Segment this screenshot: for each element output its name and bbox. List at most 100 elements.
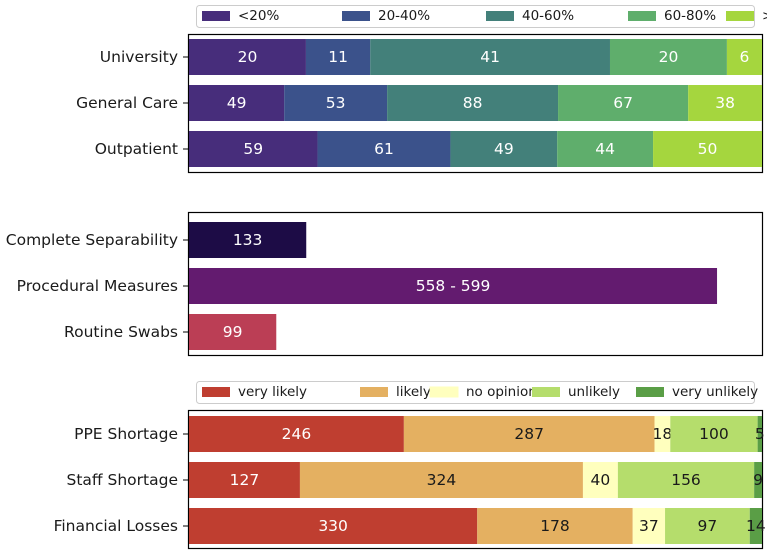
bar-university-lt-20pct [189, 39, 306, 75]
bar-ppe-shortage-very-unlikely [757, 416, 762, 452]
data-label-general-care-gt-80pct: 38 [715, 94, 735, 112]
legend-swatch-no-opinion [429, 386, 459, 398]
category-label-ppe-shortage: PPE Shortage [74, 425, 178, 443]
bar-outpatient-20-40pct [317, 131, 451, 167]
data-label-financial-losses-very-likely: 330 [318, 517, 348, 535]
bar-general-care-lt-20pct [189, 85, 285, 121]
bar-outpatient-gt-80pct [653, 131, 762, 167]
legend-swatch-unlikely [532, 387, 560, 397]
bar-procedural-measures [189, 268, 718, 304]
bar-general-care-20-40pct [284, 85, 388, 121]
legend-label-40-60pct: 40-60% [522, 8, 574, 24]
bar-general-care-40-60pct [387, 85, 559, 121]
legend-label-very-likely: very likely [238, 384, 307, 400]
data-label-staff-shortage-likely: 324 [427, 471, 457, 489]
bar-university-20-40pct [305, 39, 371, 75]
category-label-general-care: General Care [76, 94, 178, 112]
data-label-ppe-shortage-unlikely: 100 [699, 425, 729, 443]
data-label-complete-separability: 133 [233, 231, 263, 249]
chart-panel-3: PPE Shortage Staff Shortage Financial Loss… [54, 381, 766, 550]
legend-swatch-very-unlikely [636, 387, 664, 397]
data-label-staff-shortage-very-unlikely: 9 [753, 471, 763, 489]
category-label-staff-shortage: Staff Shortage [67, 471, 179, 489]
legend-swatch-20-40pct [342, 11, 370, 21]
bar-financial-losses-no-opinion [632, 508, 666, 544]
data-label-university-gt-80pct: 6 [740, 48, 750, 66]
legend-swatch-lt-20pct [202, 11, 230, 21]
data-label-ppe-shortage-no-opinion: 18 [653, 425, 673, 443]
data-label-ppe-shortage-very-unlikely: 5 [755, 425, 765, 443]
legend-label-gt-80pct: >80% [762, 8, 767, 24]
bar-university-60-80pct [609, 39, 727, 75]
bar-general-care-gt-80pct [688, 85, 762, 121]
legend-label-60-80pct: 60-80% [664, 8, 716, 24]
legend-swatch-gt-80pct [726, 11, 754, 21]
legend: <20% 20-40% 40-60% 60-80% >80% [196, 5, 767, 28]
legend-frame [196, 5, 755, 28]
data-label-staff-shortage-very-likely: 127 [230, 471, 260, 489]
data-label-outpatient-lt-20pct: 59 [243, 140, 263, 158]
legend-label-very-unlikely: very unlikely [672, 384, 758, 400]
legend-frame [196, 381, 755, 404]
data-label-university-20-40pct: 11 [328, 48, 348, 66]
bar-staff-shortage-likely [299, 462, 583, 498]
bar-outpatient-60-80pct [557, 131, 654, 167]
data-label-financial-losses-unlikely: 97 [698, 517, 718, 535]
bar-outpatient-lt-20pct [189, 131, 318, 167]
plot-frame [187, 211, 764, 357]
data-label-university-60-80pct: 20 [659, 48, 679, 66]
legend: very likely likely no opinion unlikely very … [196, 381, 758, 404]
data-label-staff-shortage-unlikely: 156 [671, 471, 701, 489]
bar-university-gt-80pct [726, 39, 762, 75]
category-label-routine-swabs: Routine Swabs [64, 323, 178, 341]
legend-label-lt-20pct: <20% [238, 8, 279, 24]
data-label-university-40-60pct: 41 [480, 48, 500, 66]
plot-frame [187, 33, 764, 174]
data-label-financial-losses-very-unlikely: 14 [746, 517, 766, 535]
bar-routine-swabs [189, 314, 277, 350]
legend-label-20-40pct: 20-40% [378, 8, 430, 24]
bar-staff-shortage-very-likely [189, 462, 300, 498]
data-label-outpatient-20-40pct: 61 [374, 140, 394, 158]
data-label-staff-shortage-no-opinion: 40 [591, 471, 611, 489]
data-label-routine-swabs: 99 [223, 323, 243, 341]
data-label-outpatient-60-80pct: 44 [595, 140, 615, 158]
bar-staff-shortage-no-opinion [582, 462, 618, 498]
bar-general-care-60-80pct [558, 85, 689, 121]
data-label-general-care-lt-20pct: 49 [227, 94, 247, 112]
bar-staff-shortage-very-unlikely [754, 462, 762, 498]
legend-swatch-40-60pct [486, 11, 514, 21]
data-label-general-care-20-40pct: 53 [326, 94, 346, 112]
bar-staff-shortage-unlikely [617, 462, 755, 498]
data-label-general-care-40-60pct: 88 [463, 94, 483, 112]
legend-label-no-opinion: no opinion [466, 384, 537, 400]
category-label-outpatient: Outpatient [95, 140, 178, 158]
data-label-outpatient-40-60pct: 49 [494, 140, 514, 158]
bar-ppe-shortage-unlikely [670, 416, 758, 452]
data-label-ppe-shortage-very-likely: 246 [282, 425, 312, 443]
chart-panel-2: Complete Separability Procedural Measures… [6, 211, 764, 357]
bar-financial-losses-very-unlikely [749, 508, 762, 544]
bar-complete-separability [189, 222, 307, 258]
data-label-general-care-60-80pct: 67 [613, 94, 633, 112]
chart-panel-1: University General Care Outpatient 20 11 41 20… [76, 5, 767, 174]
data-label-financial-losses-no-opinion: 37 [639, 517, 659, 535]
data-label-procedural-measures: 558 - 599 [416, 277, 491, 295]
legend-swatch-very-likely [202, 387, 230, 397]
data-label-ppe-shortage-likely: 287 [514, 425, 544, 443]
bar-financial-losses-likely [477, 508, 633, 544]
legend-label-likely: likely [396, 384, 431, 400]
bar-financial-losses-very-likely [189, 508, 478, 544]
bar-ppe-shortage-very-likely [189, 416, 404, 452]
data-label-university-lt-20pct: 20 [238, 48, 258, 66]
category-label-complete-separability: Complete Separability [6, 231, 178, 249]
bar-ppe-shortage-likely [403, 416, 655, 452]
data-label-financial-losses-likely: 178 [540, 517, 570, 535]
bar-financial-losses-unlikely [665, 508, 750, 544]
plot-frame [187, 409, 764, 550]
legend-swatch-likely [360, 387, 388, 397]
category-label-financial-losses: Financial Losses [54, 517, 178, 535]
category-label-university: University [100, 48, 178, 66]
legend-swatch-60-80pct [628, 11, 656, 21]
